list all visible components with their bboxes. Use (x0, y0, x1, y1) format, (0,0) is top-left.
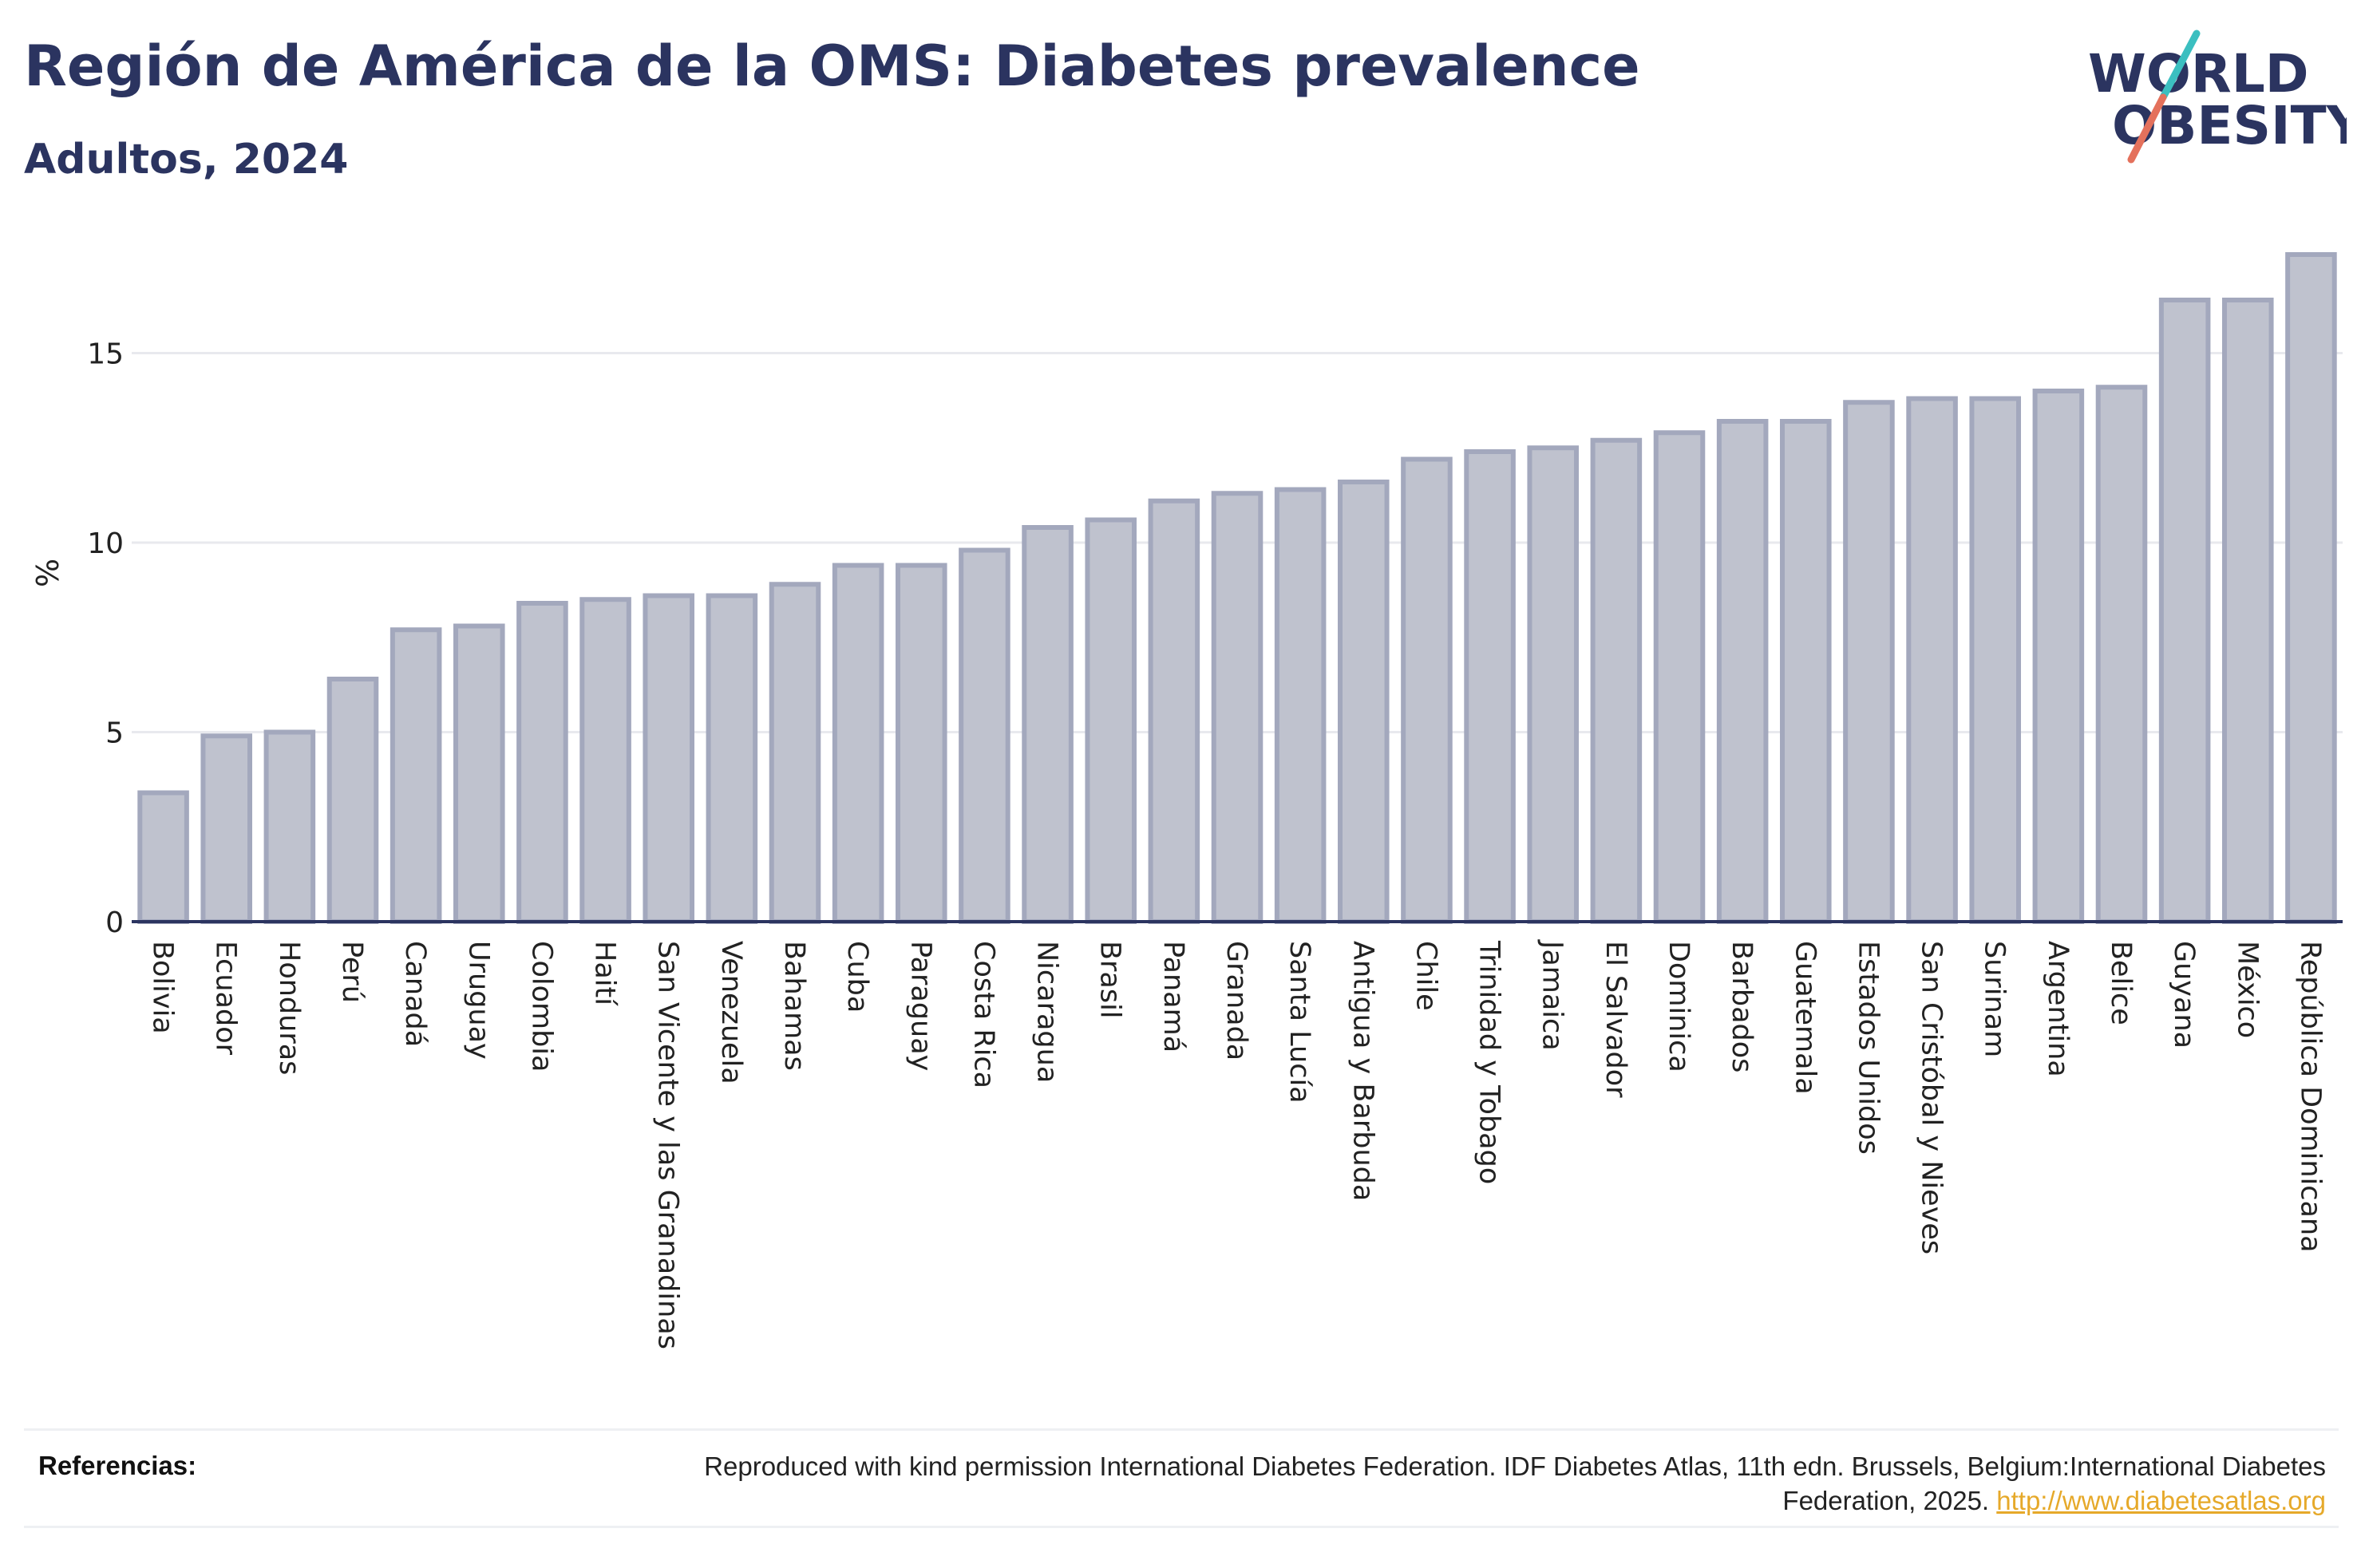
references-divider-bottom (24, 1526, 2339, 1528)
bar (1590, 437, 1643, 924)
x-tick-label: El Salvador (1600, 941, 1631, 1098)
x-tick-label: Surinam (1979, 941, 2011, 1057)
logo-slash-coral (2127, 93, 2167, 164)
bar (1906, 396, 1958, 924)
chart-subtitle: Adultos, 2024 (24, 136, 349, 184)
x-tick-label: Estados Unidos (1852, 941, 1884, 1155)
references-text: Reproduced with kind permission Internat… (610, 1449, 2326, 1518)
x-tick-label: Guatemala (1789, 941, 1821, 1095)
bar (896, 563, 947, 924)
bar (832, 563, 884, 924)
x-tick-label: Cuba (841, 941, 873, 1013)
x-tick-label: Argentina (2042, 941, 2074, 1077)
x-tick-label: Santa Lucía (1283, 941, 1315, 1104)
bar (137, 790, 189, 924)
x-tick-label: Brasil (1094, 941, 1126, 1019)
x-tick-label: San Vicente y las Granadinas (652, 941, 684, 1349)
bar (1464, 449, 1516, 924)
references-divider-top (24, 1428, 2339, 1431)
x-tick-label: Colombia (525, 941, 557, 1072)
x-tick-label: Chile (1410, 941, 1442, 1011)
bar (1274, 487, 1327, 924)
x-tick-label: Canadá (399, 941, 431, 1047)
x-tick-label: Guyana (2168, 941, 2200, 1049)
bar (769, 582, 821, 924)
bar (200, 733, 252, 924)
x-tick-label: Barbados (1726, 941, 1758, 1072)
bar (1401, 456, 1453, 924)
bar (1780, 419, 1832, 924)
x-tick-label: Haití (589, 941, 621, 1006)
bar (453, 623, 505, 924)
bar (1211, 491, 1264, 924)
bar (390, 627, 442, 924)
bar (2222, 298, 2274, 924)
logo-line1: WORLD (2088, 43, 2309, 105)
world-obesity-logo: WORLD OBESITY (2088, 30, 2347, 164)
x-tick-label: Venezuela (715, 941, 747, 1084)
x-tick-label: Dominica (1663, 941, 1695, 1072)
x-tick-label: Costa Rica (967, 941, 999, 1088)
x-tick-label: Nicaragua (1031, 941, 1063, 1083)
x-tick-label: Granada (1220, 941, 1252, 1060)
x-tick-label: República Dominicana (2294, 941, 2326, 1253)
x-tick-label: Uruguay (462, 941, 494, 1060)
y-tick-label: 5 (105, 717, 124, 750)
bar (1085, 517, 1137, 924)
bar (1022, 525, 1074, 924)
x-tick-label: México (2231, 941, 2263, 1038)
x-tick-label: Paraguay (904, 941, 936, 1071)
x-tick-label: Panamá (1157, 941, 1189, 1053)
x-tick-label: Jamaica (1536, 939, 1568, 1051)
bar (959, 547, 1010, 924)
y-tick-label: 0 (105, 906, 124, 939)
bar (643, 593, 694, 924)
bar (579, 597, 631, 924)
bar (263, 729, 316, 924)
bar-chart: 0 5 10 15 Bolivia Ecuador Honduras Perú Canadá U… (30, 252, 2343, 1349)
references-body: Reproduced with kind permission Internat… (704, 1451, 2326, 1515)
x-tick-label: Antigua y Barbuda (1347, 941, 1378, 1201)
bar (1527, 445, 1579, 924)
bar (2032, 389, 2085, 924)
axes: 0 5 10 15 (87, 338, 2343, 939)
references-label: Referencias: (38, 1451, 197, 1480)
bar (1338, 480, 1390, 924)
y-tick-label: 15 (87, 338, 124, 371)
x-tick-label: Honduras (273, 941, 305, 1075)
bar (706, 593, 758, 924)
bars (137, 252, 2337, 924)
bar (1716, 419, 1769, 924)
x-tick-label: Trinidad y Tobago (1473, 940, 1505, 1184)
bar (326, 677, 379, 924)
y-axis-label: % (30, 559, 65, 587)
bar (1843, 400, 1895, 924)
bar (2095, 385, 2148, 924)
bar (1653, 430, 1706, 924)
bar (516, 601, 568, 924)
category-labels: Bolivia Ecuador Honduras Perú Canadá Uruguay C… (147, 939, 2327, 1349)
bar (2285, 252, 2337, 924)
x-tick-label: Perú (336, 941, 368, 1003)
logo-slash-teal (2159, 30, 2201, 101)
bar (1148, 498, 1200, 924)
y-tick-label: 10 (87, 527, 124, 560)
x-tick-label: San Cristóbal y Nieves (1916, 941, 1948, 1254)
x-tick-label: Bahamas (778, 941, 810, 1071)
x-tick-label: Bolivia (147, 941, 179, 1034)
bar (1969, 396, 2021, 924)
bar (2158, 298, 2211, 924)
chart-title: Región de América de la OMS: Diabetes pr… (24, 34, 1640, 99)
x-tick-label: Ecuador (210, 941, 242, 1056)
x-tick-label: Belice (2105, 941, 2137, 1025)
references-link[interactable]: http://www.diabetesatlas.org (1996, 1486, 2326, 1515)
